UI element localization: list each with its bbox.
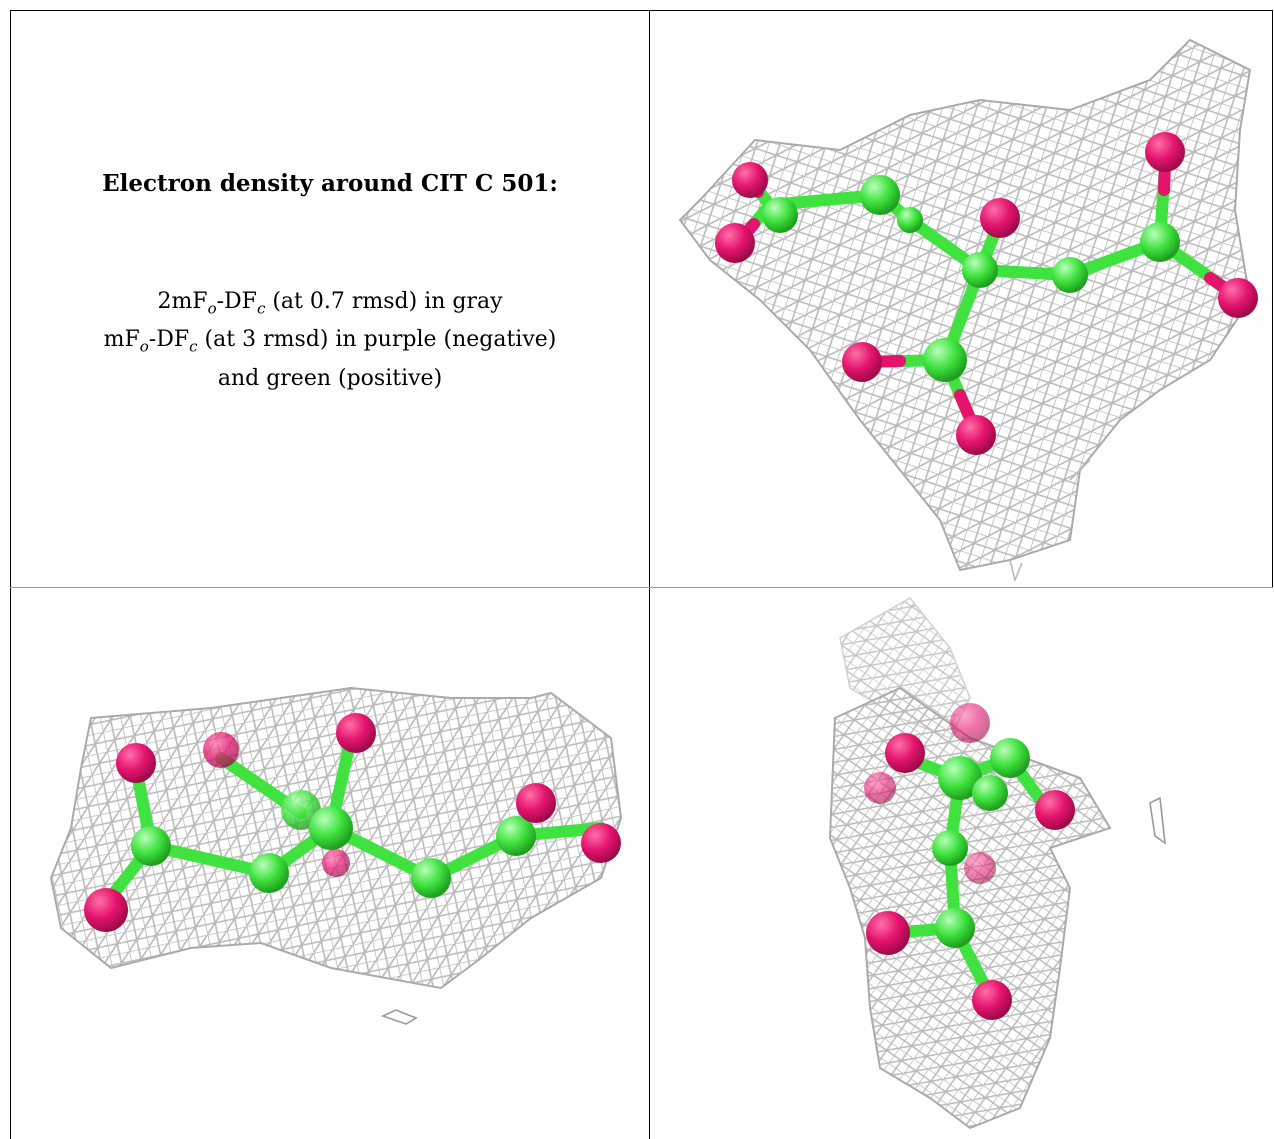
- mesh-fragment: [380, 1009, 418, 1025]
- border-center: [649, 10, 650, 1139]
- view-1-image: [678, 38, 1258, 583]
- citrate-molecule: [715, 132, 1258, 455]
- border-right: [1272, 10, 1273, 588]
- view-3-panel: [650, 588, 1272, 1139]
- view-1-panel: [650, 10, 1272, 587]
- figure-title: Electron density around CIT C 501:: [102, 170, 558, 197]
- border-left: [10, 10, 11, 1139]
- citrate-molecule: [84, 713, 621, 932]
- figure-description: 2mFo-DFc (at 0.7 rmsd) in gray mFo-DFc (…: [11, 286, 649, 395]
- mesh-surface: [828, 686, 1112, 1130]
- caption-panel: Electron density around CIT C 501: 2mFo-…: [11, 10, 649, 587]
- mesh-strands: [1009, 459, 1091, 583]
- mesh-fragment: [1149, 796, 1166, 845]
- description-line-3: and green (positive): [217, 365, 443, 391]
- view-2-panel: [11, 588, 649, 1139]
- citrate-molecule: [864, 703, 1075, 1020]
- description-line-1: 2mFo-DFc (at 0.7 rmsd) in gray: [157, 289, 503, 318]
- view-2-image: [49, 686, 623, 1025]
- view-3-image: [828, 596, 1166, 1130]
- border-top: [10, 10, 1273, 11]
- border-middle: [10, 587, 1273, 588]
- description-line-2: mFo-DFc (at 3 rmsd) in purple (negative): [103, 327, 557, 356]
